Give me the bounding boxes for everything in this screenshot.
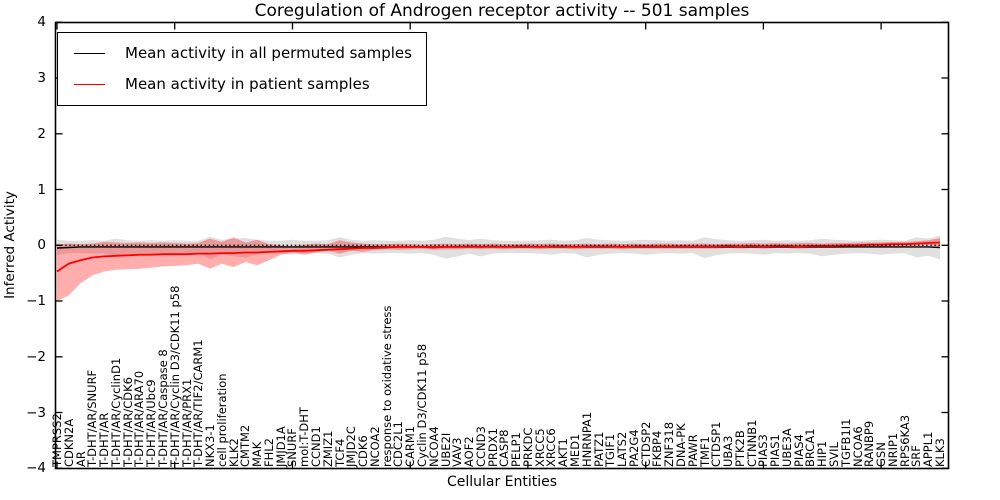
y-tick-label: −1 <box>26 293 46 309</box>
x-tick-label: T-DHT/AR/Cyclin D3/CDK11 p58 <box>167 285 182 467</box>
x-tick-label: TGFB1I1 <box>838 418 853 467</box>
x-tick-label: ZMIZ1 <box>320 430 335 467</box>
y-tick-label: 2 <box>37 125 46 142</box>
x-axis-title: Cellular Entities <box>446 474 558 490</box>
patient-line-sample-icon <box>74 83 105 85</box>
y-tick-label: 4 <box>37 14 46 31</box>
x-tick-label: cell proliferation <box>214 373 229 467</box>
y-tick-label: 0 <box>37 237 46 254</box>
y-tick-label: −3 <box>26 404 46 421</box>
x-tick-label: KLK3 <box>933 438 947 467</box>
x-tick-label: PAWR <box>685 434 700 467</box>
y-tick-label: −4 <box>26 460 46 477</box>
legend-item-permuted: Mean activity in all permuted samples <box>70 41 412 65</box>
y-tick-label: 1 <box>37 181 46 198</box>
y-tick-label: 3 <box>37 70 46 86</box>
x-tick-label: HNRNPA1 <box>579 411 594 467</box>
legend-label-permuted: Mean activity in all permuted samples <box>125 44 412 62</box>
legend-item-patient: Mean activity in patient samples <box>70 72 412 96</box>
permuted-line-sample-icon <box>74 52 105 54</box>
series-line-1 <box>56 241 941 273</box>
chart-title: Coregulation of Androgen receptor activi… <box>254 1 750 21</box>
y-tick-label: −2 <box>26 348 46 365</box>
legend-label-patient: Mean activity in patient samples <box>125 75 370 93</box>
x-tick-label: CDKN2A <box>61 418 76 467</box>
x-tick-label: NCOA4 <box>426 426 441 467</box>
patient-samples-std-band <box>57 237 940 301</box>
legend: Mean activity in all permuted samples Me… <box>57 32 427 106</box>
